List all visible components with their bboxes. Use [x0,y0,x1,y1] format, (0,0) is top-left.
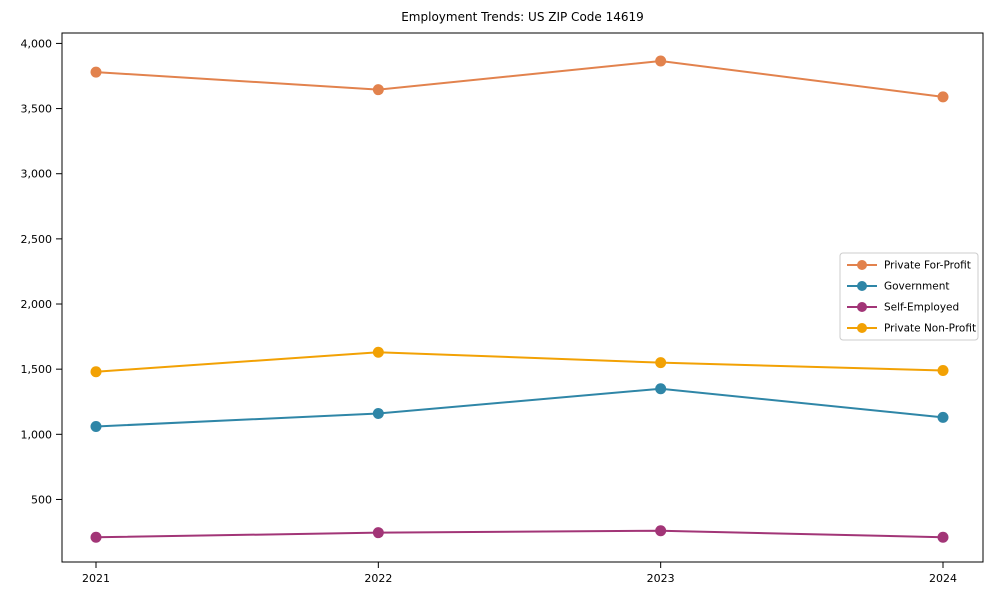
series-line-self-employed [95,529,944,539]
data-point-private-for-profit [90,66,102,78]
legend-box [839,252,979,341]
legend-label-government: Government [884,281,949,293]
legend-label-private-non-profit: Private Non-Profit [884,323,976,335]
y-tick-label: 1,000 [21,428,53,441]
y-tick-label: 500 [31,493,52,506]
x-tick-label: 2022 [364,572,392,585]
legend-label-self-employed: Self-Employed [884,302,959,314]
data-point-private-non-profit [90,366,102,378]
y-tick-label: 3,500 [21,103,53,116]
data-point-private-for-profit [937,91,949,103]
data-point-government [90,420,102,432]
series-line-private-non-profit [95,351,944,373]
y-tick-label: 2,500 [21,233,53,246]
y-tick-label: 1,500 [21,363,53,376]
x-tick-label: 2024 [929,572,957,585]
data-point-government [372,407,384,419]
data-point-private-for-profit [655,55,667,67]
data-point-government [655,383,667,395]
legend-label-private-for-profit: Private For-Profit [884,260,971,272]
legend-marker-private-non-profit [857,323,867,333]
data-point-self-employed [937,531,949,543]
y-tick-label: 2,000 [21,298,53,311]
y-tick-label: 4,000 [21,37,53,50]
y-tick-label: 3,000 [21,168,53,181]
data-point-self-employed [655,525,667,537]
x-tick-label: 2023 [647,572,675,585]
data-point-self-employed [372,527,384,539]
data-point-private-non-profit [937,364,949,376]
series-line-government [95,387,944,428]
data-point-self-employed [90,531,102,543]
plot-frame [61,32,984,563]
legend-marker-self-employed [857,302,867,312]
legend-marker-private-for-profit [857,260,867,270]
data-point-government [937,411,949,423]
data-point-private-non-profit [372,346,384,358]
data-point-private-non-profit [655,357,667,369]
series-line-private-for-profit [95,60,944,98]
legend-marker-government [857,281,867,291]
x-tick-label: 2021 [82,572,110,585]
chart-title: Employment Trends: US ZIP Code 14619 [401,10,644,24]
data-point-private-for-profit [372,84,384,96]
